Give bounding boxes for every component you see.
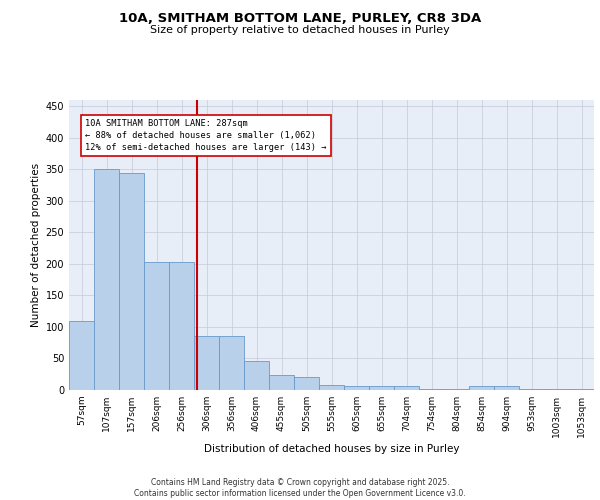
Bar	[369, 386, 394, 390]
Bar	[119, 173, 144, 390]
Bar	[319, 385, 344, 390]
Bar	[394, 386, 419, 390]
Bar	[494, 386, 519, 390]
Bar	[569, 388, 594, 390]
Text: Contains HM Land Registry data © Crown copyright and database right 2025.
Contai: Contains HM Land Registry data © Crown c…	[134, 478, 466, 498]
Bar	[219, 336, 244, 390]
Bar	[244, 361, 269, 390]
Bar	[344, 386, 369, 390]
Bar	[469, 386, 494, 390]
Bar	[519, 388, 544, 390]
Bar	[294, 378, 319, 390]
Bar	[69, 320, 94, 390]
Text: Size of property relative to detached houses in Purley: Size of property relative to detached ho…	[150, 25, 450, 35]
Text: 10A, SMITHAM BOTTOM LANE, PURLEY, CR8 3DA: 10A, SMITHAM BOTTOM LANE, PURLEY, CR8 3D…	[119, 12, 481, 26]
Bar	[419, 388, 444, 390]
Bar	[144, 262, 169, 390]
Text: 10A SMITHAM BOTTOM LANE: 287sqm
← 88% of detached houses are smaller (1,062)
12%: 10A SMITHAM BOTTOM LANE: 287sqm ← 88% of…	[85, 119, 327, 152]
X-axis label: Distribution of detached houses by size in Purley: Distribution of detached houses by size …	[204, 444, 459, 454]
Bar	[94, 170, 119, 390]
Bar	[269, 375, 294, 390]
Y-axis label: Number of detached properties: Number of detached properties	[31, 163, 41, 327]
Bar	[169, 262, 194, 390]
Bar	[194, 336, 219, 390]
